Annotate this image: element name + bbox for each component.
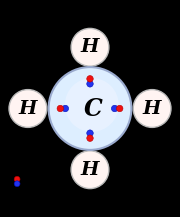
Circle shape bbox=[87, 76, 93, 82]
Circle shape bbox=[14, 176, 20, 182]
Circle shape bbox=[71, 151, 109, 189]
Text: H: H bbox=[81, 38, 99, 56]
Circle shape bbox=[14, 181, 20, 187]
Circle shape bbox=[49, 67, 131, 150]
Circle shape bbox=[87, 130, 93, 136]
Text: H: H bbox=[143, 100, 161, 117]
Circle shape bbox=[62, 105, 69, 112]
Text: C: C bbox=[84, 97, 103, 120]
Circle shape bbox=[9, 90, 47, 127]
Circle shape bbox=[133, 90, 171, 127]
Text: H: H bbox=[19, 100, 37, 117]
Circle shape bbox=[57, 105, 64, 112]
Circle shape bbox=[87, 81, 93, 87]
Circle shape bbox=[111, 105, 118, 112]
Circle shape bbox=[116, 105, 123, 112]
Circle shape bbox=[71, 28, 109, 66]
Circle shape bbox=[87, 135, 93, 141]
Text: H: H bbox=[81, 161, 99, 179]
Circle shape bbox=[65, 78, 119, 132]
